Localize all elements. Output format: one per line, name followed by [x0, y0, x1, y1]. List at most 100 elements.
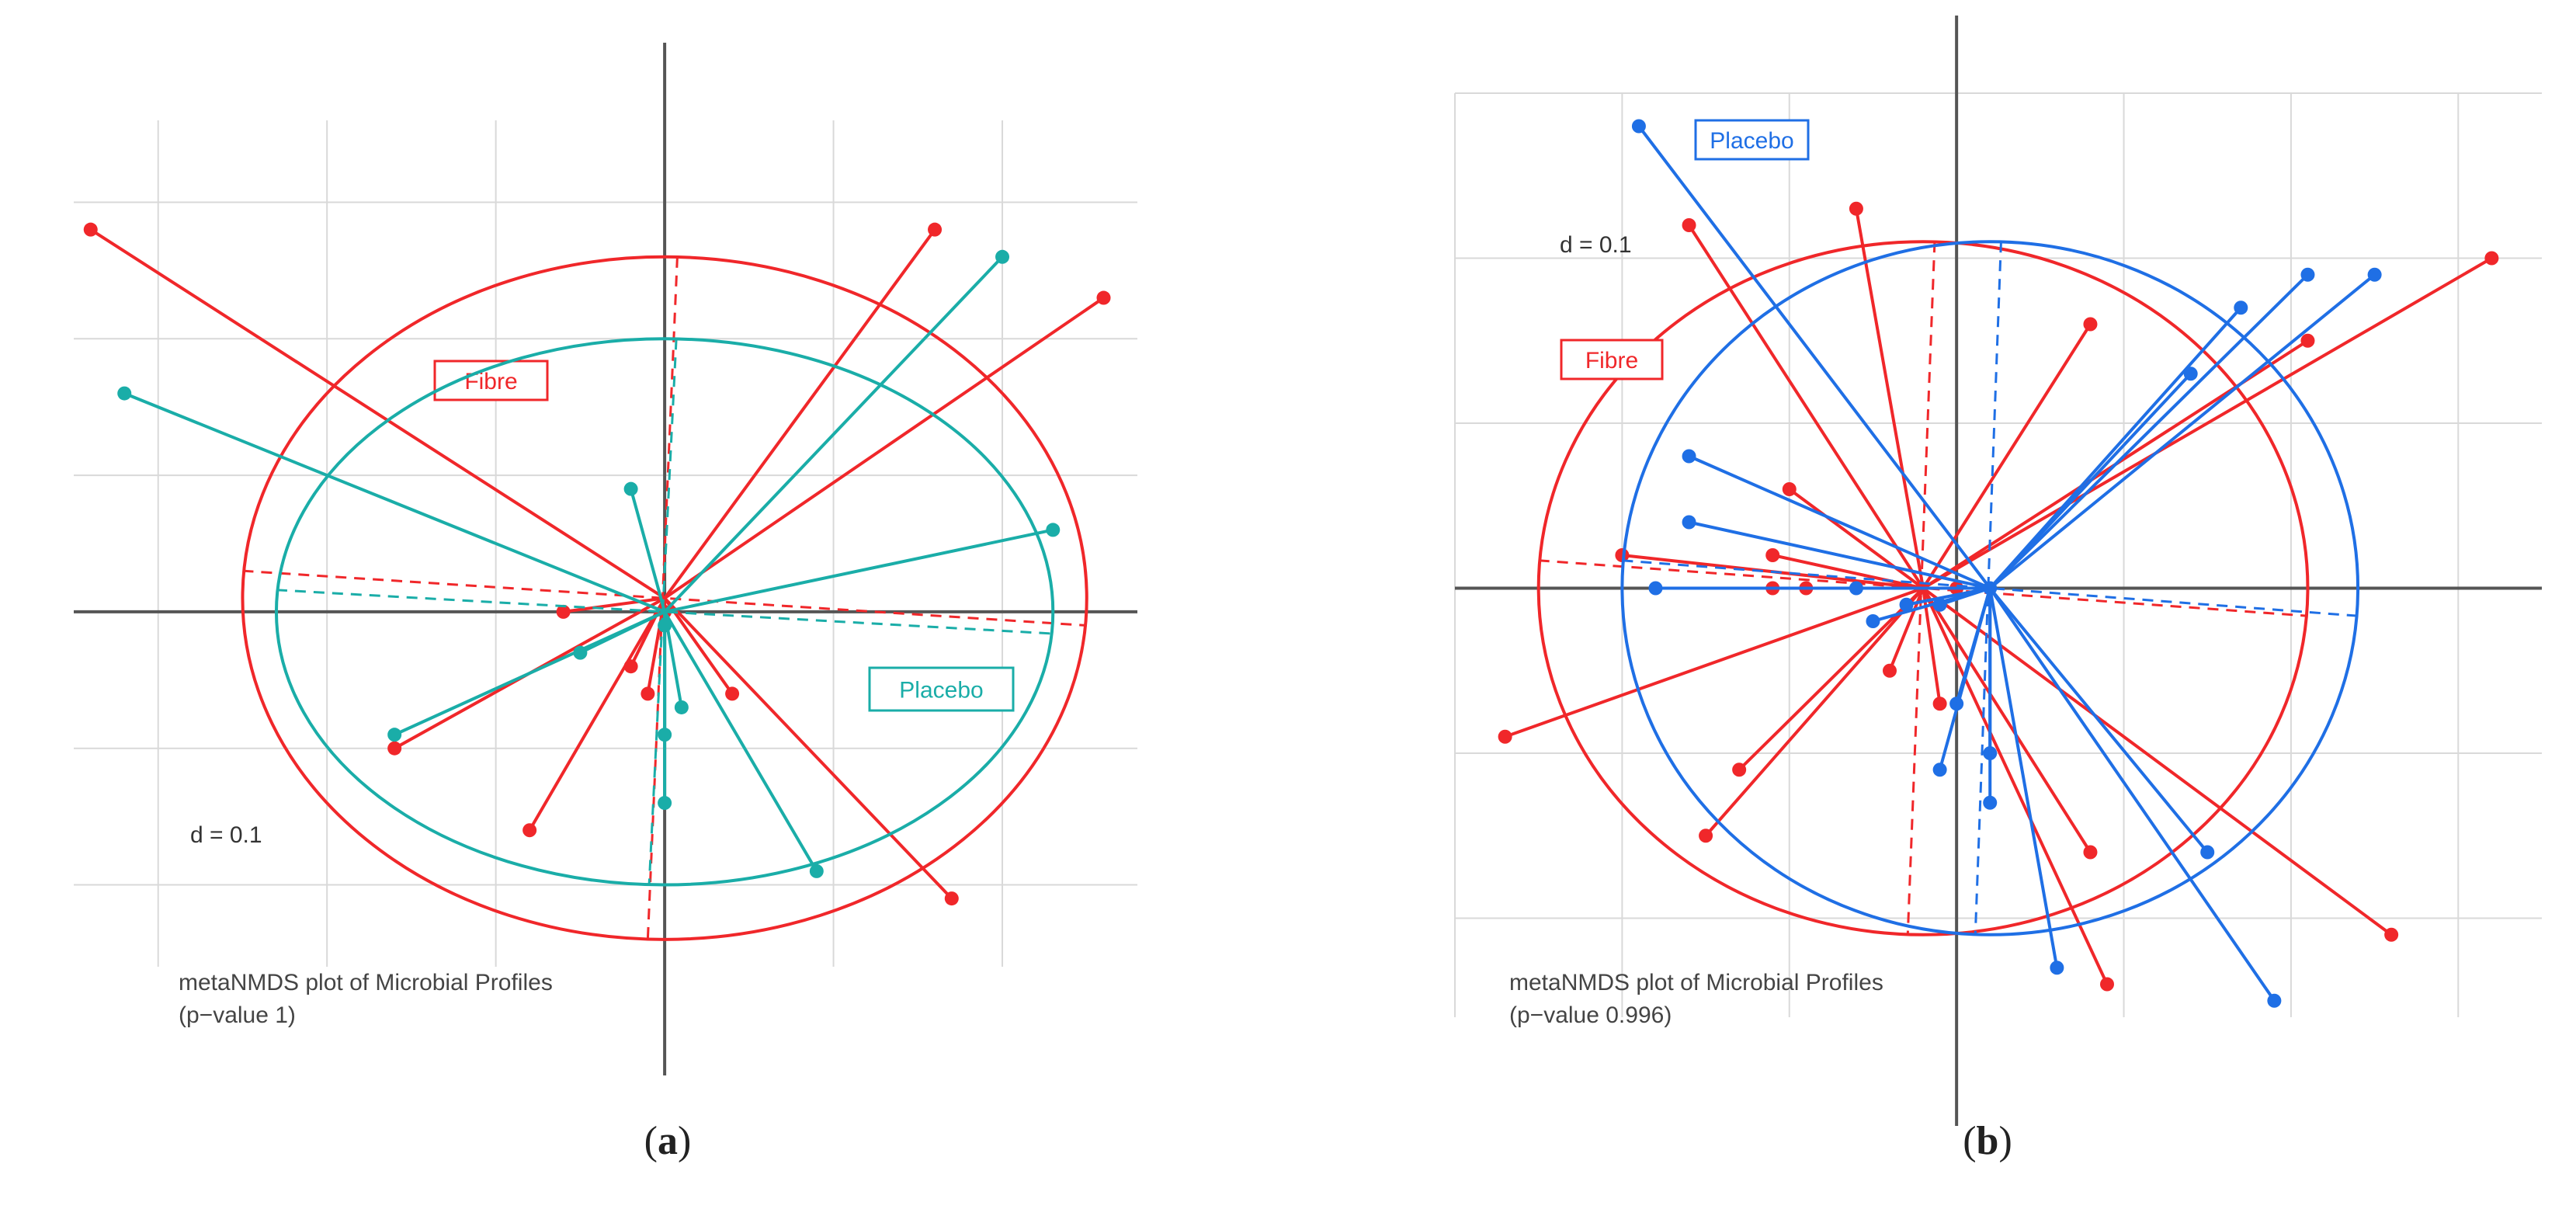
- ellipse-fibre: [1536, 240, 2310, 936]
- data-point: [1932, 697, 1947, 711]
- spider-line: [1738, 587, 1925, 771]
- data-point: [674, 700, 689, 714]
- data-point: [2300, 267, 2315, 282]
- legend-fibre: Fibre: [1560, 339, 1664, 380]
- spider-line: [394, 610, 665, 736]
- data-point: [83, 222, 98, 237]
- spider-line: [1988, 273, 2309, 589]
- data-point: [1682, 515, 1696, 530]
- data-point: [641, 686, 655, 701]
- spider-line: [663, 296, 1105, 599]
- spider-line: [664, 528, 1054, 613]
- data-point: [1932, 763, 1947, 777]
- legend-label: Placebo: [899, 678, 983, 704]
- data-point: [1631, 119, 1646, 134]
- data-point: [522, 823, 537, 838]
- data-point: [1682, 449, 1696, 464]
- footer-title: metaNMDS plot of Microbial Profiles: [1509, 970, 1883, 995]
- spider-line: [1689, 520, 1991, 590]
- data-point: [2267, 993, 2282, 1008]
- spider-line: [663, 255, 1004, 613]
- legend-box: [1560, 339, 1664, 380]
- spider-line: [1988, 372, 2192, 589]
- ellipse-fibre: [241, 255, 1088, 941]
- data-point: [2083, 317, 2098, 332]
- scale-label: d = 0.1: [1560, 232, 1632, 258]
- spider-line: [1688, 454, 1991, 590]
- ellipse-placebo: [274, 337, 1055, 887]
- spider-line: [1988, 587, 2276, 1002]
- data-point: [1682, 218, 1696, 232]
- data-point: [1932, 597, 1947, 612]
- spider-line: [1922, 587, 2092, 853]
- data-point: [1899, 597, 1914, 612]
- spider-line: [629, 488, 667, 613]
- data-point: [2050, 961, 2064, 975]
- nmds-plot-b: Fibre Placebo d = 0.1 metaNMDS plot of Micr…: [1454, 16, 2542, 1126]
- data-point: [1648, 581, 1663, 596]
- data-point: [809, 863, 824, 878]
- data-point: [2083, 845, 2098, 860]
- data-point: [1046, 523, 1061, 537]
- spider-line: [563, 596, 665, 613]
- spider-line: [123, 391, 665, 613]
- data-point: [387, 728, 402, 742]
- spider-line: [1788, 488, 1925, 590]
- ellipse-axis-minor: [1974, 241, 2002, 935]
- spider-line: [663, 596, 953, 900]
- data-point: [2384, 927, 2399, 942]
- data-point: [995, 249, 1010, 264]
- data-point: [1782, 482, 1797, 496]
- spider-line: [1938, 587, 1992, 770]
- spider-line: [1504, 586, 1924, 738]
- caption-letter-a: a: [658, 1119, 678, 1163]
- spider-line: [1922, 323, 2092, 589]
- spider-line: [89, 228, 666, 600]
- data-point: [2234, 301, 2248, 315]
- data-point: [2300, 333, 2315, 348]
- scale-label: d = 0.1: [190, 822, 262, 848]
- legend-placebo: Placebo: [868, 666, 1015, 712]
- panel-a: Fibre Placebo d = 0.1 metaNMDS plot of Micr…: [74, 43, 1137, 1075]
- spider-line: [663, 610, 818, 872]
- footer-title: metaNMDS plot of Microbial Profiles: [179, 970, 553, 995]
- data-point: [658, 796, 672, 811]
- spider-line: [1922, 256, 2493, 590]
- data-point: [1866, 614, 1880, 628]
- data-point: [1765, 548, 1780, 562]
- data-point: [1699, 829, 1713, 843]
- data-point: [1849, 201, 1863, 216]
- series-placebo: [117, 249, 1061, 887]
- data-point: [1883, 663, 1897, 678]
- spider-line: [1637, 125, 1991, 589]
- data-point: [2484, 251, 2499, 266]
- spider-line: [663, 228, 936, 599]
- spider-line: [1988, 273, 2376, 590]
- data-point: [1983, 795, 1998, 810]
- data-point: [2200, 845, 2215, 860]
- legend-label: Fibre: [464, 369, 517, 394]
- spider-line: [1922, 587, 2109, 985]
- spider-line: [1772, 554, 1924, 590]
- ellipse-placebo: [1620, 240, 2360, 936]
- spider-line: [1988, 588, 2059, 968]
- data-point: [1983, 581, 1998, 596]
- spider-line: [663, 597, 734, 695]
- spider-line: [1922, 586, 2393, 936]
- footer-pvalue: (p−value 1): [179, 1002, 296, 1028]
- spider-line: [528, 597, 666, 832]
- data-point: [1732, 763, 1747, 777]
- data-point: [658, 618, 672, 633]
- data-point: [556, 604, 571, 619]
- data-point: [928, 222, 943, 237]
- data-point: [1096, 290, 1111, 305]
- legend-placebo: Placebo: [1694, 119, 1810, 161]
- data-point: [944, 891, 959, 906]
- series-placebo: [1620, 119, 2382, 1008]
- data-point: [1498, 729, 1512, 744]
- caption-letter-b: b: [1976, 1119, 1999, 1163]
- legend-label: Fibre: [1585, 348, 1638, 373]
- ellipse-axis-major: [1538, 559, 2308, 617]
- data-point: [2367, 267, 2382, 282]
- data-point: [1849, 581, 1863, 596]
